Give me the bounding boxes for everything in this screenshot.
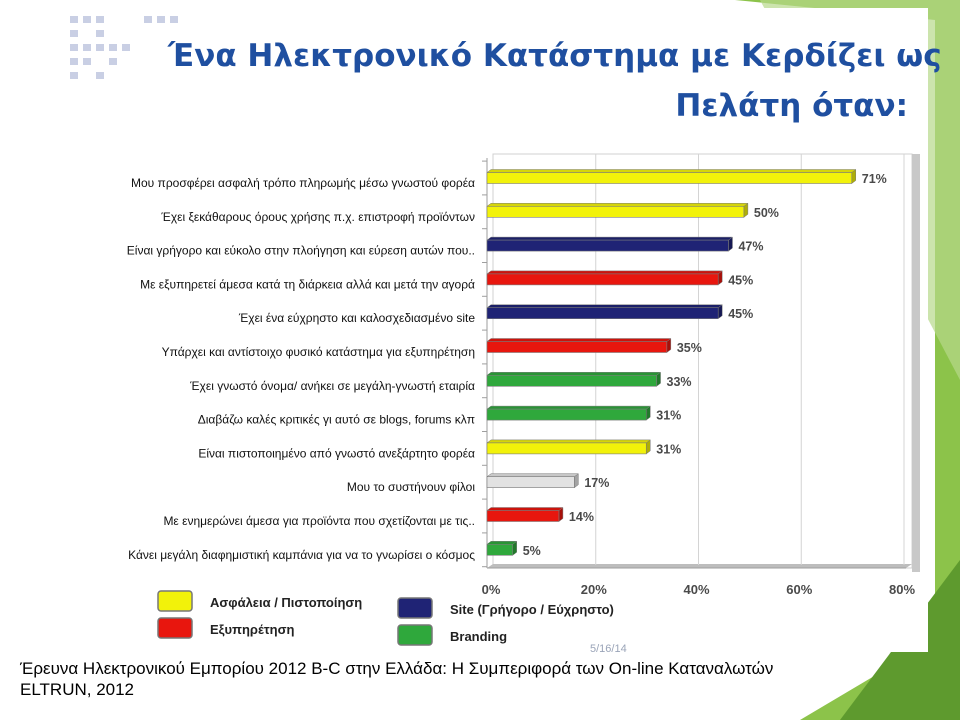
bar [486,172,853,184]
category-label: Υπάρχει και αντίστοιχο φυσικό κατάστημα … [162,345,475,359]
bar-top [486,372,662,376]
bar-top [486,236,734,241]
legend-swatch [157,617,193,639]
category-label: Μου το συστήνουν φίλοι [347,480,475,494]
bar [486,307,719,320]
bar-top [486,473,580,477]
bar-top [486,439,652,444]
category-label: Έχει ένα εύχρηστο και καλοσχεδιασμένο si… [238,311,475,325]
data-label: 31% [656,409,681,423]
category-label: Με εξυπηρετεί άμεσα κατά τη διάρκεια αλλ… [140,277,475,291]
x-tick-label: 60% [786,582,812,597]
bar [486,341,668,353]
data-label: 17% [584,476,609,490]
legend-label: Site (Γρήγορο / Εύχρηστο) [450,602,614,617]
category-label: Με ενημερώνει άμεσα για προϊόντα που σχε… [163,514,475,528]
bar-top [486,507,564,511]
footer-source-line1: Έρευνα Ηλεκτρονικού Εμπορίου 2012 B-C στ… [20,659,774,678]
x-tick-label: 40% [683,582,709,597]
dots-decoration-icon [70,16,178,79]
data-label: 45% [728,273,753,287]
data-label: 45% [728,307,753,321]
bar-top [486,338,672,342]
legend-swatch [157,590,193,612]
legend-swatch [397,597,433,619]
plot-area-floor [487,564,912,568]
legend-label: Branding [450,629,507,644]
category-label: Είναι πιστοποιημένο από γνωστό ανεξάρτητ… [198,446,475,460]
bar-top [486,405,652,410]
bar [486,206,745,218]
slide-title-line1: Ένα Ηλεκτρονικό Κατάστημα με Κερδίζει ως [168,38,942,74]
bar [486,374,657,387]
category-label: Μου προσφέρει ασφαλή τρόπο πληρωμής μέσω… [131,176,475,190]
data-label: 5% [523,544,541,558]
bar [486,273,719,286]
bar-top [486,304,723,308]
category-label: Έχει γνωστό όνομα/ ανήκει σε μεγάλη-γνωσ… [189,379,475,393]
data-label: 47% [738,240,763,254]
legend-label: Εξυπηρέτηση [210,622,294,637]
x-tick-label: 80% [889,582,915,597]
bar-top [486,203,749,207]
category-label: Είναι γρήγορο και εύκολο στην πλοήγηση κ… [127,244,475,258]
plot-area-side-wall [912,154,920,572]
bar-top [486,270,723,275]
bar [486,239,729,252]
bar [486,510,560,522]
data-label: 31% [656,442,681,456]
bar-top [486,541,518,545]
slide-number: 5/16/14 [590,643,627,655]
footer-source-line2: ELTRUN, 2012 [20,680,135,699]
slide-title-line2: Πελάτη όταν: [675,88,908,124]
bar [486,543,513,556]
category-label: Κάνει μεγάλη διαφημιστική καμπάνια για ν… [128,548,475,562]
category-label: Διαβάζω καλές κριτικές γι αυτό σε blogs,… [198,413,475,427]
data-label: 71% [862,172,887,186]
slide-footer: Έρευνα Ηλεκτρονικού Εμπορίου 2012 B-C στ… [20,658,920,700]
data-label: 35% [677,341,702,355]
bar [486,408,647,421]
category-label: Έχει ξεκάθαρους όρους χρήσης π.χ. επιστρ… [160,210,475,224]
bar [486,476,575,489]
bar [486,442,647,455]
data-label: 33% [667,375,692,389]
x-tick-label: 0% [482,582,501,597]
data-label: 14% [569,510,594,524]
bar-top [486,169,857,173]
legend-swatch [397,624,433,646]
legend-label: Ασφάλεια / Πιστοποίηση [210,595,362,610]
data-label: 50% [754,206,779,220]
x-tick-label: 20% [581,582,607,597]
